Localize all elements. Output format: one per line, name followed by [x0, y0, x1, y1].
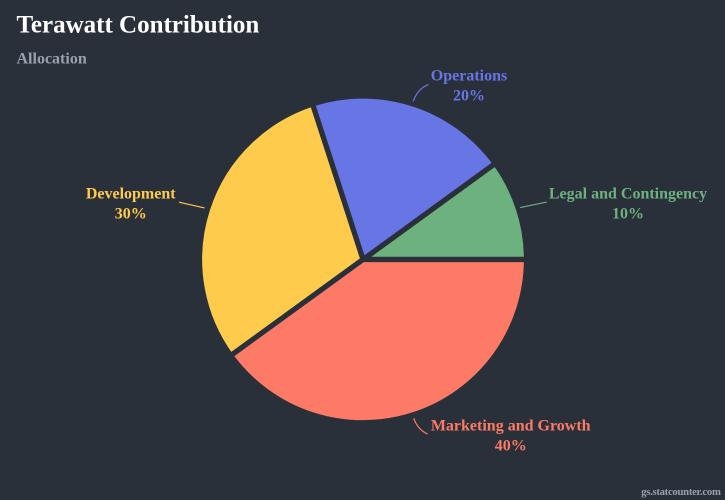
- svg-text:40%: 40%: [495, 437, 527, 454]
- svg-text:Legal and Contingency: Legal and Contingency: [549, 185, 707, 202]
- svg-text:gs.statcounter.com: gs.statcounter.com: [641, 486, 721, 498]
- svg-text:Marketing and Growth: Marketing and Growth: [431, 417, 591, 434]
- svg-text:Development: Development: [86, 185, 176, 202]
- svg-text:Operations: Operations: [431, 68, 507, 85]
- svg-text:Terawatt Contribution: Terawatt Contribution: [17, 11, 260, 38]
- svg-text:10%: 10%: [612, 205, 644, 222]
- svg-text:30%: 30%: [115, 205, 147, 222]
- svg-text:20%: 20%: [453, 87, 485, 104]
- svg-text:Allocation: Allocation: [17, 50, 87, 67]
